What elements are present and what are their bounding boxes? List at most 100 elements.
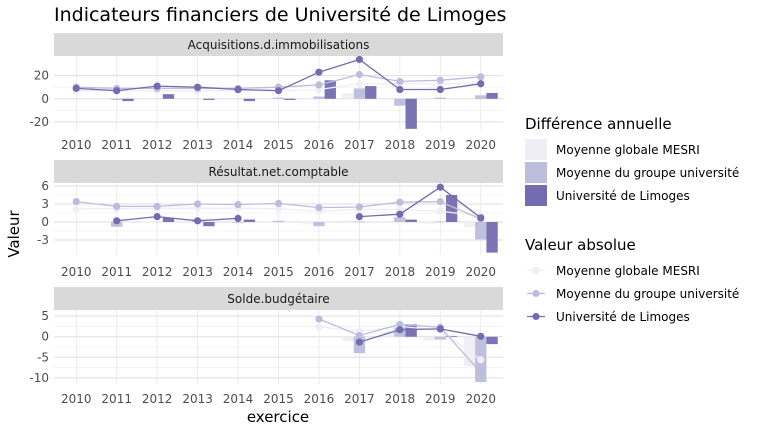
- x-tick-label: 2012: [142, 265, 173, 279]
- series-line: [359, 186, 482, 219]
- series-point: [72, 205, 80, 213]
- panel-strip-label: Solde.budgétaire: [227, 292, 329, 306]
- diff-bar: [405, 324, 417, 337]
- series-point: [72, 198, 80, 206]
- series-point: [153, 202, 161, 210]
- series-point: [355, 70, 364, 79]
- panels: Acquisitions.d.immobilisations -20 0 20 2010…: [29, 33, 503, 406]
- legend-bar-title: Différence annuelle: [525, 115, 672, 133]
- x-tick-label: 2010: [61, 392, 92, 406]
- series-point: [477, 332, 485, 340]
- series-point: [72, 84, 80, 92]
- y-tick-label: 5: [41, 309, 49, 323]
- legend-line-title: Valeur absolue: [525, 236, 636, 254]
- series-point: [396, 326, 404, 334]
- x-tick-label: 2017: [344, 138, 375, 152]
- x-tick-label: 2018: [385, 392, 416, 406]
- series-point: [436, 198, 444, 206]
- x-tick-label: 2011: [101, 392, 132, 406]
- diff-bar: [203, 98, 215, 100]
- x-tick-label: 2016: [304, 265, 335, 279]
- x-tick-label: 2019: [425, 265, 456, 279]
- y-tick-label: 3: [41, 197, 49, 211]
- legend-line-label: Moyenne du groupe université: [556, 287, 739, 301]
- x-tick-label: 2018: [385, 138, 416, 152]
- series-point: [396, 198, 404, 206]
- x-tick-label: 2020: [465, 138, 496, 152]
- series-point: [274, 205, 283, 213]
- legend-point-key: [532, 312, 540, 321]
- diff-bar: [162, 94, 175, 99]
- series-point: [477, 73, 485, 81]
- diff-bar: [405, 98, 417, 129]
- y-tick-label: -10: [29, 371, 49, 385]
- x-tick-label: 2012: [142, 392, 173, 406]
- x-axis-title: exercice: [247, 408, 309, 426]
- series-point: [193, 200, 202, 208]
- panel-strip: [54, 287, 503, 310]
- diff-bar: [445, 195, 458, 222]
- diff-bar: [486, 336, 498, 345]
- diff-bar: [434, 97, 446, 99]
- legend-line-label: Université de Limoges: [556, 310, 690, 324]
- diff-bar: [394, 98, 406, 106]
- x-tick-label: 2019: [425, 138, 456, 152]
- legend-bar-label: Moyenne globale MESRI: [556, 143, 700, 157]
- series-point: [355, 213, 364, 221]
- series-point: [396, 77, 404, 86]
- diff-bar: [423, 222, 435, 224]
- legend-point-key: [532, 266, 540, 275]
- diff-bar: [382, 331, 395, 337]
- diff-bar: [475, 95, 487, 99]
- series-point: [436, 207, 444, 215]
- panel-1: Résultat.net.comptable -3 0 3 6 2010 2011 2012 2…: [37, 160, 503, 279]
- x-tick-label: 2016: [304, 392, 335, 406]
- y-tick-label: -20: [29, 115, 49, 129]
- series-point: [477, 80, 485, 88]
- series-point: [234, 214, 242, 222]
- panel-0: Acquisitions.d.immobilisations -20 0 20 2010…: [29, 33, 503, 152]
- x-tick-label: 2012: [142, 138, 173, 152]
- series-point: [153, 82, 161, 90]
- x-tick-label: 2014: [223, 265, 254, 279]
- x-tick-label: 2013: [182, 265, 213, 279]
- diff-bar: [342, 220, 354, 222]
- panel-strip-label: Acquisitions.d.immobilisations: [188, 38, 370, 52]
- series-line: [116, 215, 239, 222]
- x-tick-label: 2014: [223, 392, 254, 406]
- legend-bar-key: [525, 139, 547, 160]
- diff-bar: [434, 221, 446, 223]
- x-tick-label: 2015: [263, 392, 294, 406]
- series-point: [436, 183, 444, 191]
- series-point: [274, 87, 283, 95]
- x-tick-label: 2015: [263, 138, 294, 152]
- legend: Différence annuelle Valeur absolue Moyen…: [525, 115, 739, 327]
- diff-bar: [122, 98, 134, 102]
- x-tick-label: 2010: [61, 265, 92, 279]
- series-point: [355, 203, 364, 211]
- diff-bar: [284, 98, 296, 100]
- series-point: [355, 80, 364, 88]
- legend-point-key: [532, 289, 540, 298]
- series-point: [396, 320, 404, 328]
- diff-bar: [486, 222, 498, 253]
- series-point: [355, 338, 364, 346]
- y-tick-label: 0: [41, 92, 49, 106]
- diff-bar: [365, 86, 377, 99]
- x-tick-label: 2011: [101, 265, 132, 279]
- series-point: [113, 87, 121, 95]
- series-point: [113, 202, 121, 210]
- diff-bar: [353, 88, 366, 99]
- y-tick-label: -3: [37, 233, 49, 247]
- series-point: [193, 217, 202, 225]
- diff-bar: [111, 98, 123, 100]
- y-tick-label: 0: [41, 330, 49, 344]
- series-point: [315, 204, 323, 212]
- diff-bar: [394, 217, 406, 222]
- x-tick-label: 2010: [61, 138, 92, 152]
- panel-strip: [54, 33, 503, 56]
- diff-bar: [140, 221, 152, 223]
- legend-bar-label: Moyenne du groupe université: [556, 166, 739, 180]
- series-point: [315, 323, 323, 331]
- diff-bar: [313, 96, 325, 99]
